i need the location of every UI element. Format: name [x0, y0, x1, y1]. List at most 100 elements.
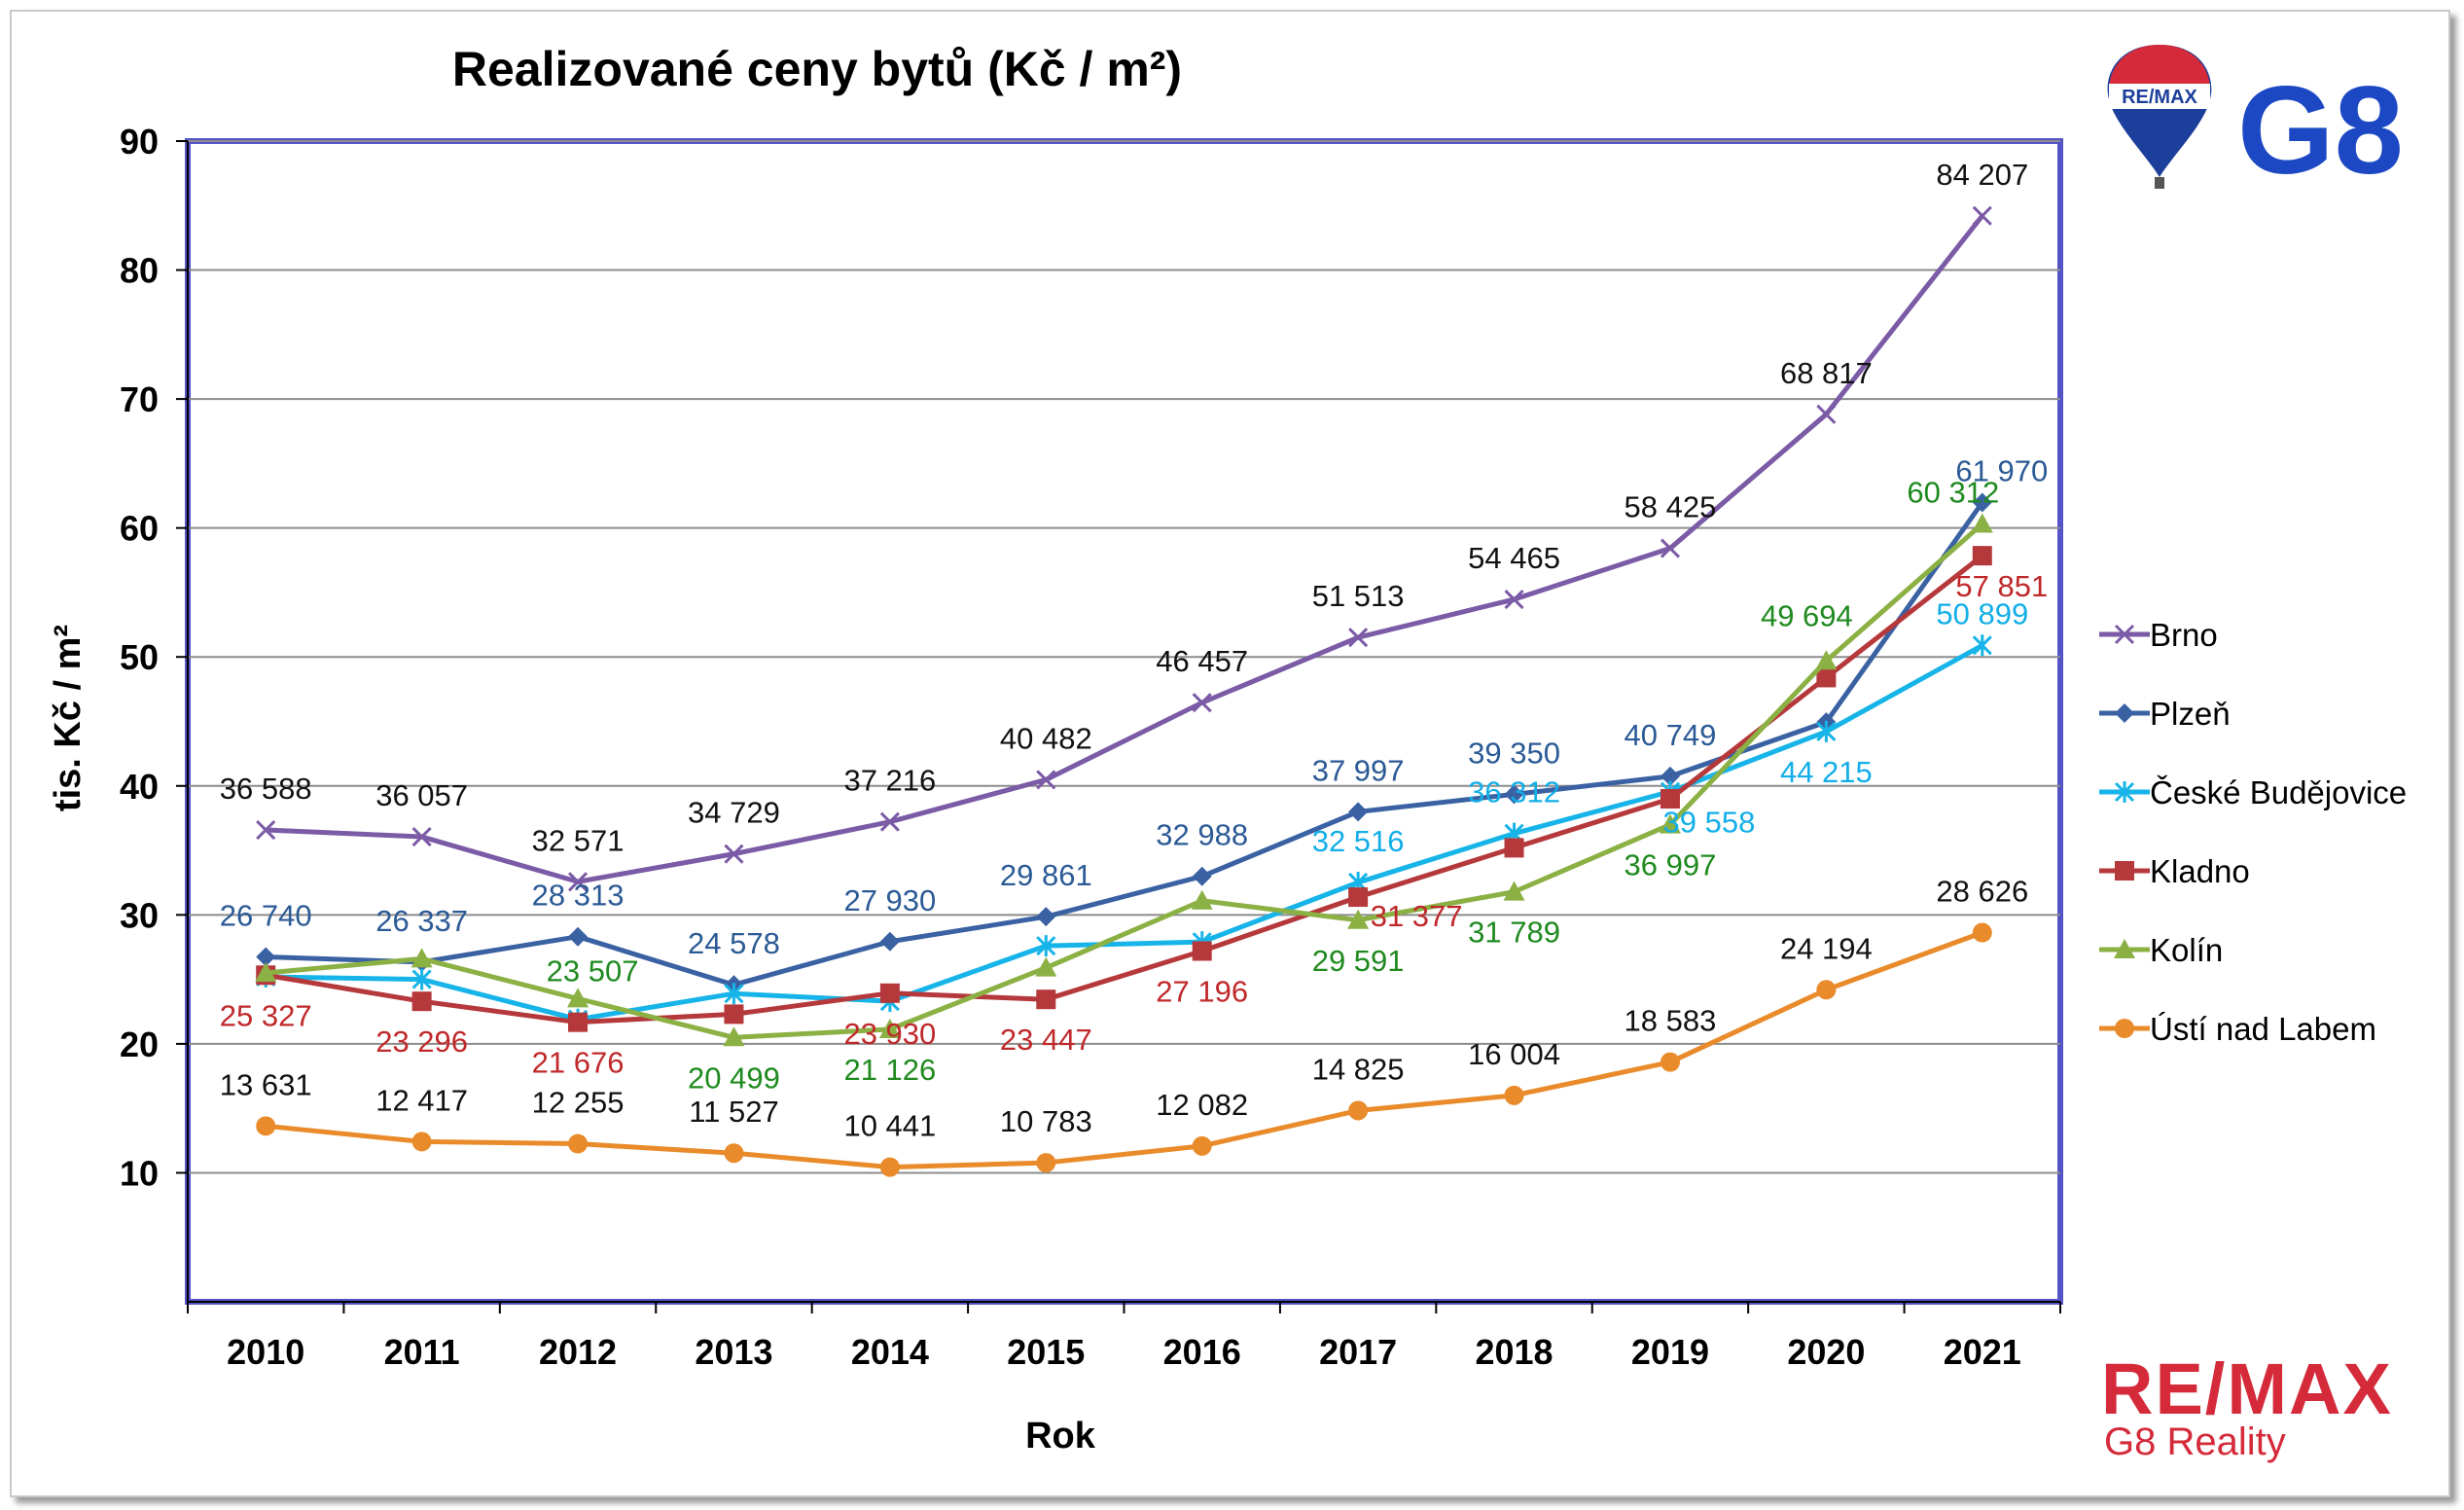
data-label: 26 740 [220, 899, 312, 933]
x-tick-label: 2021 [1944, 1332, 2021, 1372]
data-point [1972, 634, 1992, 657]
x-axis-title: Rok [1025, 1416, 1096, 1456]
data-point [879, 811, 900, 832]
series-line [265, 521, 1984, 1040]
data-label: 84 207 [1936, 158, 2028, 192]
data-label: 23 296 [375, 1025, 468, 1059]
series-line [265, 554, 1984, 1025]
data-label: 29 591 [1312, 944, 1405, 978]
plot-area-border [185, 138, 2063, 1305]
data-label: 36 997 [1625, 848, 1717, 882]
data-label: 40 482 [1000, 721, 1092, 755]
x-tick-label: 2012 [539, 1332, 617, 1372]
legend-marker [2114, 624, 2135, 645]
data-point [724, 983, 744, 1005]
data-point [1504, 838, 1524, 858]
data-point [1192, 693, 1212, 713]
data-point [1504, 1085, 1524, 1105]
remax-g8-logo: RE/MAX G8 [2107, 45, 2404, 195]
data-label: 16 004 [1468, 1037, 1560, 1071]
data-label: 25 327 [220, 998, 312, 1032]
y-tick-label: 40 [120, 767, 159, 807]
data-label: 23 507 [547, 953, 639, 988]
data-label: 54 465 [1468, 541, 1560, 575]
data-point [1503, 881, 1525, 901]
data-point [1816, 667, 1837, 688]
data-point [724, 1004, 744, 1025]
data-label: 39 350 [1468, 736, 1560, 770]
data-label: 21 676 [532, 1046, 625, 1080]
data-point [1815, 650, 1838, 670]
data-label: 26 337 [375, 904, 468, 938]
data-point [1036, 989, 1056, 1010]
data-label: 51 513 [1312, 579, 1405, 613]
g8-mark: G8 [2237, 61, 2404, 195]
data-point [1816, 720, 1837, 742]
x-tick-label: 2010 [227, 1332, 304, 1372]
data-label: 12 255 [532, 1086, 625, 1120]
data-point [1816, 980, 1837, 1000]
legend-label: Brno [2150, 617, 2218, 653]
y-tick-label: 20 [120, 1025, 159, 1064]
data-point [411, 948, 433, 968]
data-label: 68 817 [1780, 356, 1873, 390]
data-point [879, 983, 900, 1003]
data-point [1036, 1153, 1056, 1173]
data-point [1504, 784, 1524, 805]
series-line [265, 930, 1983, 1170]
data-label: 11 527 [689, 1095, 779, 1129]
data-label: 37 216 [843, 764, 936, 798]
data-point [568, 926, 589, 947]
legend-marker [2114, 939, 2135, 958]
series-line [266, 501, 1984, 988]
chart-frame [10, 10, 2450, 1497]
data-point [1659, 813, 1681, 834]
legend-label: Kolín [2150, 932, 2223, 968]
data-point [1035, 956, 1057, 977]
data-point [1348, 802, 1369, 822]
legend-marker [2115, 703, 2134, 723]
data-point [1504, 589, 1524, 610]
data-point [411, 1132, 432, 1152]
data-label: 32 988 [1156, 818, 1248, 852]
legend-item: Plzeň [2099, 696, 2231, 732]
data-label: 34 729 [688, 796, 780, 830]
data-label: 31 789 [1468, 916, 1560, 950]
legend-marker [2115, 861, 2134, 881]
data-point [879, 931, 900, 952]
data-label: 61 970 [1955, 454, 2048, 488]
data-point [1660, 538, 1681, 558]
data-point [411, 991, 432, 1012]
y-tick-label: 50 [120, 637, 159, 677]
data-label: 31 377 [1371, 899, 1463, 933]
data-label: 32 571 [532, 823, 625, 857]
data-label: 36 588 [220, 772, 312, 806]
x-tick-label: 2013 [695, 1332, 772, 1372]
data-point [568, 1133, 589, 1154]
legend-label: České Budějovice [2150, 774, 2407, 810]
x-tick-label: 2016 [1163, 1332, 1241, 1372]
data-label: 23 930 [843, 1017, 936, 1051]
y-tick-label: 10 [120, 1153, 159, 1193]
data-point [411, 968, 432, 990]
data-label: 58 425 [1625, 490, 1717, 524]
data-point [724, 844, 744, 864]
legend-marker [2115, 1019, 2134, 1038]
data-point [1348, 887, 1369, 908]
data-point [256, 947, 276, 967]
x-tick-label: 2015 [1007, 1332, 1085, 1372]
data-label: 50 899 [1936, 596, 2028, 630]
legend-item: Kladno [2099, 853, 2250, 889]
data-point [723, 1026, 745, 1047]
data-label: 20 499 [688, 1061, 780, 1095]
data-point [1971, 513, 1993, 533]
legend-label: Ústí nad Labem [2150, 1011, 2376, 1047]
data-point [1348, 1100, 1369, 1121]
data-point [1660, 766, 1680, 786]
balloon-text: RE/MAX [2122, 87, 2197, 108]
x-tick-label: 2017 [1319, 1332, 1397, 1372]
data-point [1348, 628, 1369, 648]
y-tick-label: 70 [120, 379, 159, 419]
series-line [266, 214, 1984, 884]
data-label: 27 196 [1156, 975, 1248, 1009]
